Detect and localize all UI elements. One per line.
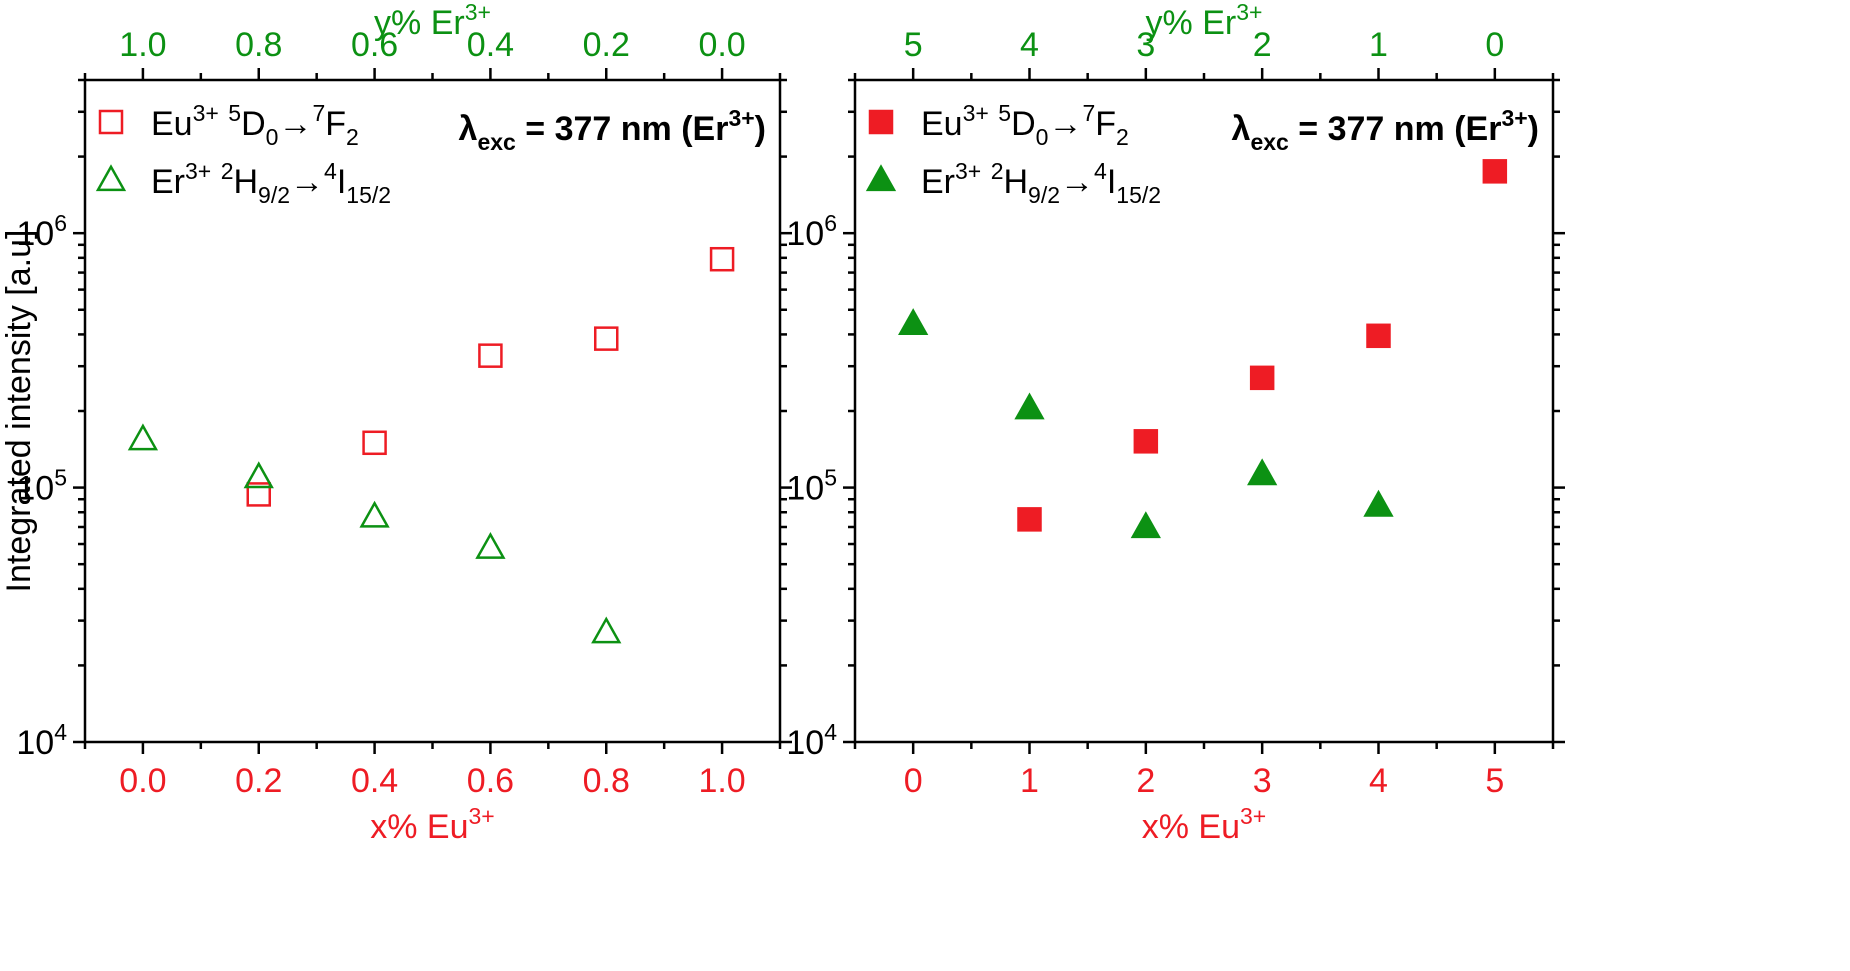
x-tick-label: 1.0 — [698, 762, 745, 800]
series-er — [898, 308, 1394, 539]
y-tick-label: 104 — [786, 719, 837, 762]
y-tick-label: 106 — [16, 210, 67, 253]
data-point-square — [1133, 429, 1159, 454]
legend-label: Eu3+ 5D0→7F2 — [151, 91, 359, 150]
x2-tick-label: 1.0 — [119, 26, 166, 64]
data-point-triangle — [591, 616, 622, 644]
x2-tick-label: 0.2 — [583, 26, 630, 64]
x2-axis-title: y% Er3+ — [374, 0, 491, 42]
x-tick-label: 0.0 — [119, 762, 166, 800]
series-er — [127, 423, 622, 644]
x2-tick-label: 0.0 — [698, 26, 745, 64]
x-tick-label: 0 — [904, 762, 923, 800]
x2-tick-label: 0.4 — [467, 26, 514, 64]
data-point-triangle — [95, 164, 127, 192]
series-eu — [246, 246, 735, 507]
data-point-square — [1366, 323, 1391, 349]
x2-tick-label: 1 — [1369, 26, 1388, 64]
data-point-triangle — [898, 308, 929, 336]
x-axis-title: x% Eu3+ — [370, 803, 495, 846]
x-tick-label: 5 — [1485, 762, 1504, 800]
data-point-square — [98, 109, 124, 135]
x-tick-label: 4 — [1369, 762, 1388, 800]
x2-tick-label: 0.8 — [235, 26, 282, 64]
x2-tick-label: 0 — [1485, 26, 1504, 64]
data-point-square — [478, 343, 503, 368]
data-point-triangle — [359, 500, 390, 528]
data-point-triangle — [1014, 392, 1045, 420]
data-point-triangle — [865, 164, 897, 192]
x-tick-label: 0.2 — [235, 762, 282, 800]
x-tick-label: 2 — [1136, 762, 1155, 800]
legend-label: Eu3+ 5D0→7F2 — [921, 91, 1129, 150]
left-panel: 0.0 1.0 0.2 0.8 0.4 0.6 0.6 0.4 0.8 0.2 1.0 0.0 104 1… — [16, 0, 792, 846]
x-tick-label: 0.6 — [467, 762, 514, 800]
data-point-triangle — [1247, 458, 1278, 486]
data-point-square — [1249, 365, 1275, 391]
excitation-annotation: λexc = 377 nm (Er3+) — [1232, 105, 1539, 155]
data-point-square — [594, 326, 619, 351]
y-tick-label: 105 — [16, 465, 67, 508]
x-tick-label: 3 — [1253, 762, 1272, 800]
data-point-square — [362, 430, 387, 456]
excitation-annotation: λexc = 377 nm (Er3+) — [459, 105, 766, 155]
x-axis-title: x% Eu3+ — [1142, 803, 1267, 846]
y-axis-title-text: Integrated intensity [a.u] — [0, 230, 38, 593]
y-axis-title: Integrated intensity [a.u] — [0, 230, 38, 593]
data-point-triangle — [475, 532, 506, 559]
right-panel: 0 5 1 4 2 3 3 2 4 1 5 0 104 105 106 y% Er3+ x% Eu3+ λexc … — [786, 0, 1565, 846]
x2-tick-label: 0.6 — [351, 26, 398, 64]
data-point-square — [868, 109, 894, 135]
series-eu — [1017, 159, 1508, 532]
x2-axis-title: y% Er3+ — [1146, 0, 1263, 42]
x-tick-label: 1 — [1020, 762, 1039, 800]
x2-tick-label: 5 — [904, 26, 923, 64]
data-point-square — [1017, 507, 1042, 532]
y-tick-label: 106 — [786, 210, 837, 253]
y-tick-label: 104 — [16, 719, 67, 762]
data-point-triangle — [1130, 511, 1161, 539]
data-point-square — [1482, 159, 1508, 184]
legend-label: Er3+ 2H9/2→4I15/2 — [151, 149, 391, 208]
legend-label: Er3+ 2H9/2→4I15/2 — [921, 149, 1161, 208]
data-point-square — [246, 482, 271, 507]
x2-tick-label: 4 — [1020, 26, 1039, 64]
y-tick-label: 105 — [786, 465, 837, 508]
x-tick-label: 0.4 — [351, 762, 398, 800]
data-point-triangle — [243, 461, 274, 489]
x2-tick-label: 2 — [1253, 26, 1272, 64]
data-point-square — [709, 246, 735, 272]
data-point-triangle — [1363, 489, 1394, 517]
data-point-triangle — [127, 423, 159, 451]
x-tick-label: 0.8 — [583, 762, 630, 800]
x2-tick-label: 3 — [1136, 26, 1155, 64]
